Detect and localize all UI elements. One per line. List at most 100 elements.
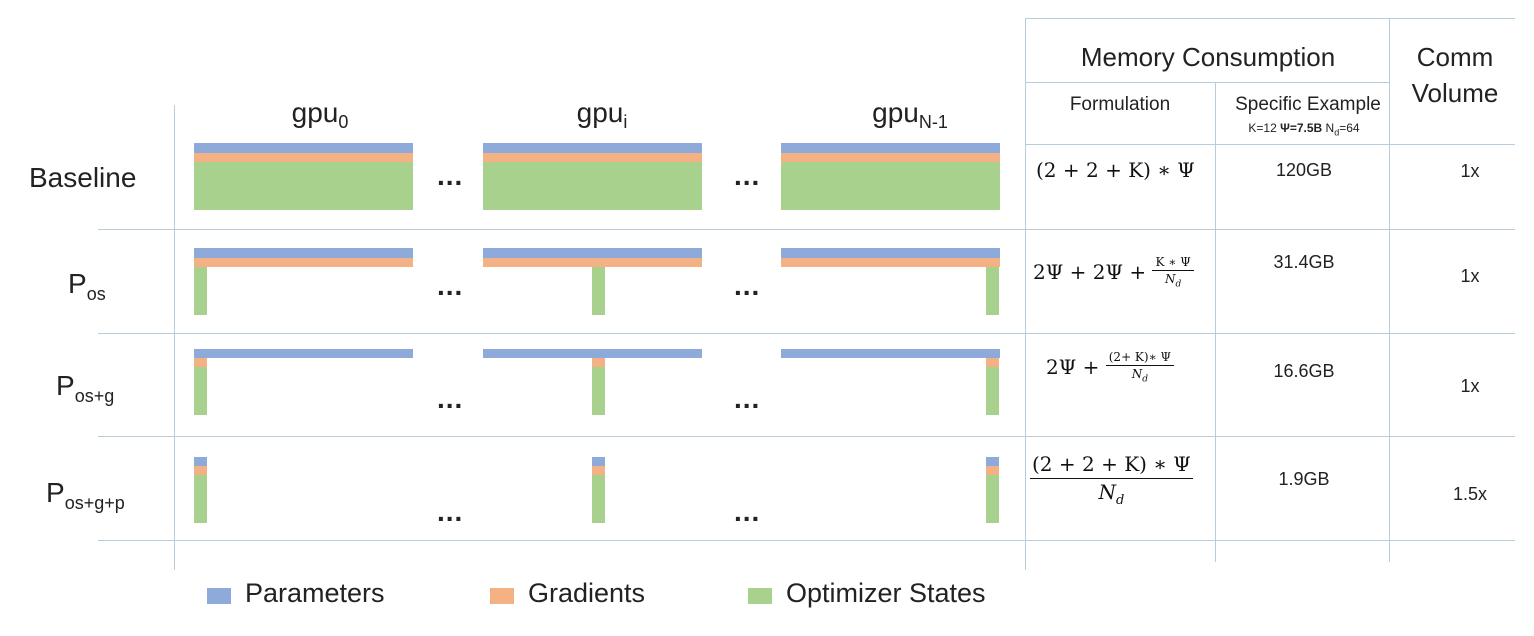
formula-pos: 2Ψ + 2Ψ + K ∗ Ψ Nd: [1033, 255, 1194, 289]
posgp-gpui-optimizer: [592, 475, 605, 523]
row-label-posgp-base: P: [46, 477, 65, 508]
posgp-gpun1-gradients: [986, 466, 999, 475]
comm-pos: 1x: [1460, 266, 1480, 286]
posg-gpu0-parameters: [194, 349, 413, 358]
pos-gpu0-parameters: [194, 248, 413, 258]
gpu-header-0: gpu0: [210, 97, 430, 133]
legend-gradients-label: Gradients: [528, 578, 646, 608]
baseline-gpui-parameters: [483, 143, 702, 153]
formula-posg-fraction: (2+ K)∗ Ψ Nd: [1105, 350, 1175, 384]
formula-pos-lead: 2Ψ + 2Ψ +: [1033, 260, 1153, 285]
formula-posgp-den-sub: d: [1115, 493, 1125, 508]
ellipsis-posg-1: ...: [437, 383, 464, 414]
posg-gpu0-optimizer: [194, 367, 207, 415]
param-k: K=12: [1248, 121, 1277, 135]
param-nd-sub: d: [1334, 127, 1340, 138]
memory-consumption-header: Memory Consumption: [1080, 42, 1336, 72]
comm-baseline: 1x: [1460, 161, 1480, 181]
ellipsis-posg-2: ...: [734, 383, 761, 414]
comm-posgp: 1.5x: [1452, 484, 1488, 504]
posg-gpun1-parameters: [781, 349, 1000, 358]
grid-line-row-3: [98, 436, 1515, 437]
grid-line-row-1: [98, 229, 1515, 230]
baseline-gpui-gradients: [483, 153, 702, 162]
formula-posg-den-sub: d: [1142, 374, 1149, 385]
formula-pos-den-base: N: [1164, 272, 1176, 286]
pos-gpui-parameters: [483, 248, 702, 258]
row-label-posgp-sub: os+g+p: [64, 493, 125, 513]
legend-parameters-swatch: [207, 588, 231, 604]
pos-gpui-optimizer: [592, 267, 605, 315]
posgp-gpui-gradients: [592, 466, 605, 475]
legend-optimizer-swatch: [748, 588, 772, 604]
grid-line-memory-under: [1025, 82, 1389, 83]
formula-posg-den-base: N: [1131, 367, 1143, 381]
posg-gpun1-optimizer: [986, 367, 999, 415]
posg-gpu0-gradients: [194, 358, 207, 367]
grid-line-example-left: [1215, 82, 1216, 562]
baseline-gpu0-gradients: [194, 153, 413, 162]
param-nd: Nd=64: [1325, 121, 1360, 138]
ellipsis-baseline-1: ...: [437, 160, 464, 191]
example-posgp: 1.9GB: [1278, 469, 1330, 489]
formula-posg-lead: 2Ψ +: [1046, 355, 1106, 380]
formula-pos-den: Nd: [1165, 271, 1181, 289]
posgp-gpu0-gradients: [194, 466, 207, 475]
pos-gpui-gradients: [483, 258, 702, 267]
comm-volume-header-line1: Comm: [1416, 42, 1494, 72]
example-pos: 31.4GB: [1273, 252, 1335, 272]
posgp-gpu0-parameters: [194, 457, 207, 466]
gpu-header-i-base: gpu: [576, 97, 624, 128]
posgp-gpun1-optimizer: [986, 475, 999, 523]
ellipsis-posgp-2: ...: [734, 496, 761, 527]
grid-line-left: [174, 105, 175, 570]
param-nd-val: =64: [1339, 121, 1360, 135]
gpu-header-n1-base: gpu: [872, 97, 919, 128]
gpu-header-i: gpui: [492, 97, 712, 133]
grid-line-row-4: [98, 540, 1515, 541]
example-posg: 16.6GB: [1273, 361, 1335, 381]
posg-gpui-optimizer: [592, 367, 605, 415]
ellipsis-baseline-2: ...: [734, 160, 761, 191]
formula-posgp-fraction: (2 + 2 + K) ∗ Ψ Nd: [1030, 452, 1193, 508]
row-label-posg-sub: os+g: [74, 386, 115, 406]
grid-line-table-left: [1025, 18, 1026, 570]
formulation-header: Formulation: [1069, 94, 1171, 115]
row-label-posg-base: P: [56, 370, 75, 401]
grid-line-row-2: [98, 333, 1515, 334]
row-label-baseline: Baseline: [29, 162, 136, 194]
ellipsis-pos-2: ...: [734, 270, 761, 301]
baseline-gpun1-optimizer: [781, 162, 1000, 210]
posg-gpui-parameters: [483, 349, 702, 358]
specific-example-params: K=12 Ψ=7.5B Nd=64: [1218, 121, 1390, 137]
param-psi: Ψ=7.5B: [1280, 121, 1323, 135]
formula-posg-den: Nd: [1132, 366, 1148, 384]
posg-gpui-gradients: [592, 358, 605, 367]
pos-gpu0-gradients: [194, 258, 413, 267]
formula-pos-fraction: K ∗ Ψ Nd: [1152, 255, 1194, 289]
pos-gpun1-parameters: [781, 248, 1000, 258]
posgp-gpui-parameters: [592, 457, 605, 466]
baseline-gpu0-optimizer: [194, 162, 413, 210]
baseline-gpui-optimizer: [483, 162, 702, 210]
pos-gpun1-optimizer: [986, 267, 999, 315]
posgp-gpu0-optimizer: [194, 475, 207, 523]
row-label-pos: Pos: [68, 268, 106, 305]
grid-line-header-bottom: [1025, 144, 1515, 145]
comm-volume-header-line2: Volume: [1411, 78, 1499, 108]
formula-posgp-den-base: N: [1098, 480, 1116, 504]
formula-baseline: (2 + 2 + K) ∗ Ψ: [1036, 158, 1195, 182]
param-nd-base: N: [1325, 121, 1335, 135]
grid-line-comm-left: [1389, 18, 1390, 562]
baseline-gpun1-gradients: [781, 153, 1000, 162]
row-label-pos-base: P: [68, 268, 87, 299]
formula-posgp-num: (2 + 2 + K) ∗ Ψ: [1030, 452, 1193, 479]
formula-pos-den-sub: d: [1175, 279, 1182, 290]
ellipsis-posgp-1: ...: [437, 496, 464, 527]
legend-gradients-swatch: [490, 588, 514, 604]
example-baseline: 120GB: [1275, 160, 1333, 180]
ellipsis-pos-1: ...: [437, 270, 464, 301]
formula-baseline-text: (2 + 2 + K) ∗ Ψ: [1036, 158, 1195, 182]
legend-optimizer-label: Optimizer States: [786, 578, 986, 608]
row-label-pos-sub: os: [86, 284, 106, 304]
